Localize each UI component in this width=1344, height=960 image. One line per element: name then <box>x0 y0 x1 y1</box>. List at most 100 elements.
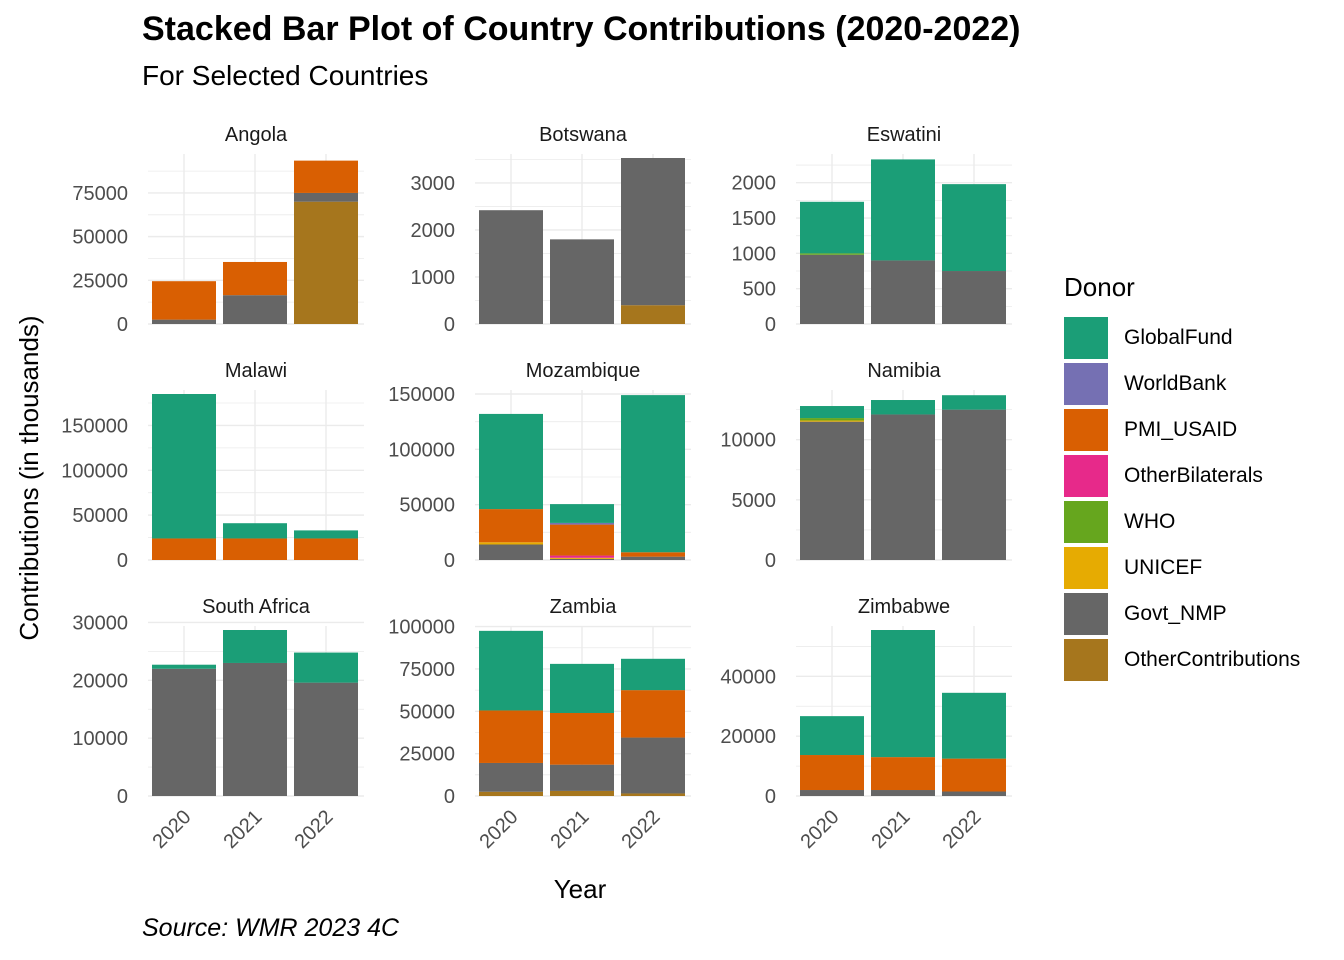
y-tick-label: 500 <box>743 279 776 301</box>
bar-zimbabwe-2020-govt-nmp <box>800 790 864 796</box>
panel-title-namibia: Namibia <box>867 360 941 382</box>
bar-angola-2021-govt-nmp <box>223 295 287 324</box>
bar-eswatini-2022-globalfund <box>942 184 1006 272</box>
legend-swatch <box>1064 593 1108 635</box>
legend-item-worldbank: WorldBank <box>1064 361 1300 407</box>
y-tick-label: 0 <box>765 786 776 808</box>
legend-item-pmi-usaid: PMI_USAID <box>1064 407 1300 453</box>
legend-label: OtherBilaterals <box>1124 464 1263 487</box>
x-tick-label: 2021 <box>868 806 915 853</box>
bar-angola-2022-othercontributions <box>294 201 358 324</box>
panel-title-botswana: Botswana <box>539 124 628 146</box>
panel-title-mozambique: Mozambique <box>526 360 641 382</box>
bar-namibia-2021-govt-nmp <box>871 414 935 560</box>
x-tick-label: 2020 <box>476 806 523 853</box>
y-tick-label: 0 <box>444 550 455 572</box>
x-tick-label: 2021 <box>547 806 594 853</box>
bar-zambia-2020-pmi-usaid <box>479 710 543 763</box>
bar-mozambique-2021-otherbilaterals <box>550 555 614 558</box>
bar-namibia-2022-globalfund <box>942 395 1006 410</box>
bar-mozambique-2021-unicef <box>550 557 614 559</box>
panel-title-eswatini: Eswatini <box>867 124 941 146</box>
y-tick-label: 0 <box>117 550 128 572</box>
legend-swatch <box>1064 639 1108 681</box>
bar-zambia-2020-othercontributions <box>479 791 543 796</box>
bar-namibia-2022-govt-nmp <box>942 409 1006 560</box>
y-tick-label: 0 <box>444 786 455 808</box>
bar-malawi-2022-pmi-usaid <box>294 538 358 560</box>
bar-angola-2021-pmi-usaid <box>223 261 287 296</box>
y-axis-title: Contributions (in thousands) <box>14 315 44 640</box>
x-tick-label: 2022 <box>291 806 338 853</box>
legend-label: WHO <box>1124 510 1176 533</box>
y-tick-label: 2000 <box>411 220 456 242</box>
y-tick-label: 20000 <box>720 726 776 748</box>
y-tick-label: 150000 <box>61 415 128 437</box>
bar-namibia-2020-govt-nmp <box>800 421 864 560</box>
panel-title-zimbabwe: Zimbabwe <box>858 596 950 618</box>
x-tick-label: 2022 <box>939 806 986 853</box>
y-tick-label: 150000 <box>388 384 455 406</box>
bar-malawi-2021-globalfund <box>223 523 287 539</box>
bar-zimbabwe-2020-pmi-usaid <box>800 755 864 791</box>
legend-label: PMI_USAID <box>1124 418 1238 441</box>
y-tick-label: 25000 <box>72 270 128 292</box>
bar-angola-2020-pmi-usaid <box>152 281 216 320</box>
y-tick-label: 10000 <box>72 728 128 750</box>
bar-south-africa-2022-globalfund <box>294 652 358 683</box>
bar-mozambique-2021-globalfund <box>550 504 614 523</box>
y-tick-label: 1000 <box>411 267 456 289</box>
y-tick-label: 1000 <box>732 243 777 265</box>
bar-mozambique-2020-pmi-usaid <box>479 509 543 543</box>
facet-chart: 0250005000075000Angola0100020003000Botsw… <box>14 124 1012 900</box>
bar-zambia-2020-govt-nmp <box>479 762 543 792</box>
bar-eswatini-2020-govt-nmp <box>800 254 864 324</box>
legend-item-globalfund: GlobalFund <box>1064 315 1300 361</box>
legend-swatch <box>1064 409 1108 451</box>
bar-angola-2022-govt-nmp <box>294 192 358 202</box>
y-tick-label: 75000 <box>72 183 128 205</box>
panel-title-zambia: Zambia <box>550 596 618 618</box>
panel-angola: 0 25000 50000 75000 Angola <box>72 124 364 336</box>
bar-south-africa-2022-govt-nmp <box>294 682 358 796</box>
y-tick-label: 50000 <box>72 505 128 527</box>
bar-zambia-2022-govt-nmp <box>621 737 685 794</box>
legend-item-govt-nmp: Govt_NMP <box>1064 591 1300 637</box>
panel-title-angola: Angola <box>225 124 288 146</box>
bar-zambia-2021-govt-nmp <box>550 764 614 791</box>
bar-zimbabwe-2022-globalfund <box>942 692 1006 759</box>
bar-botswana-2020-govt-nmp <box>479 210 543 324</box>
y-tick-label: 20000 <box>72 670 128 692</box>
bar-malawi-2021-pmi-usaid <box>223 538 287 560</box>
y-tick-label: 3000 <box>411 173 456 195</box>
panel-zimbabwe: 0 20000 40000 Zimbabwe 2020 2021 2022 <box>720 596 1012 853</box>
panel-malawi: 0 50000 100000 150000 Malawi <box>61 360 364 572</box>
y-tick-label: 0 <box>117 786 128 808</box>
bar-south-africa-2021-govt-nmp <box>223 662 287 796</box>
y-tick-label: 0 <box>765 550 776 572</box>
bar-mozambique-2020-unicef <box>479 542 543 545</box>
y-tick-label: 50000 <box>399 495 455 517</box>
panel-zambia: 0 25000 50000 75000 100000 Zambia 2020 2021 2022 <box>388 596 691 853</box>
bar-namibia-2020-globalfund <box>800 406 864 419</box>
legend-swatch <box>1064 547 1108 589</box>
bar-malawi-2022-globalfund <box>294 530 358 539</box>
bar-zambia-2021-othercontributions <box>550 790 614 796</box>
bar-mozambique-2021-pmi-usaid <box>550 524 614 556</box>
bar-zambia-2022-globalfund <box>621 658 685 691</box>
bar-mozambique-2021-worldbank <box>550 522 614 525</box>
bar-mozambique-2020-globalfund <box>479 413 543 510</box>
bar-south-africa-2021-globalfund <box>223 630 287 663</box>
panel-botswana: 0 1000 2000 3000 Botswana <box>411 124 691 336</box>
panel-title-south-africa: South Africa <box>202 596 311 618</box>
legend-label: WorldBank <box>1124 372 1227 395</box>
y-tick-label: 30000 <box>72 612 128 634</box>
bar-eswatini-2021-govt-nmp <box>871 260 935 324</box>
bar-zambia-2021-globalfund <box>550 663 614 713</box>
legend-title: Donor <box>1064 272 1135 302</box>
legend-label: GlobalFund <box>1124 326 1233 349</box>
bar-zimbabwe-2022-govt-nmp <box>942 791 1006 796</box>
y-tick-label: 50000 <box>72 227 128 249</box>
y-tick-label: 10000 <box>720 430 776 452</box>
legend-label: OtherContributions <box>1124 648 1301 671</box>
